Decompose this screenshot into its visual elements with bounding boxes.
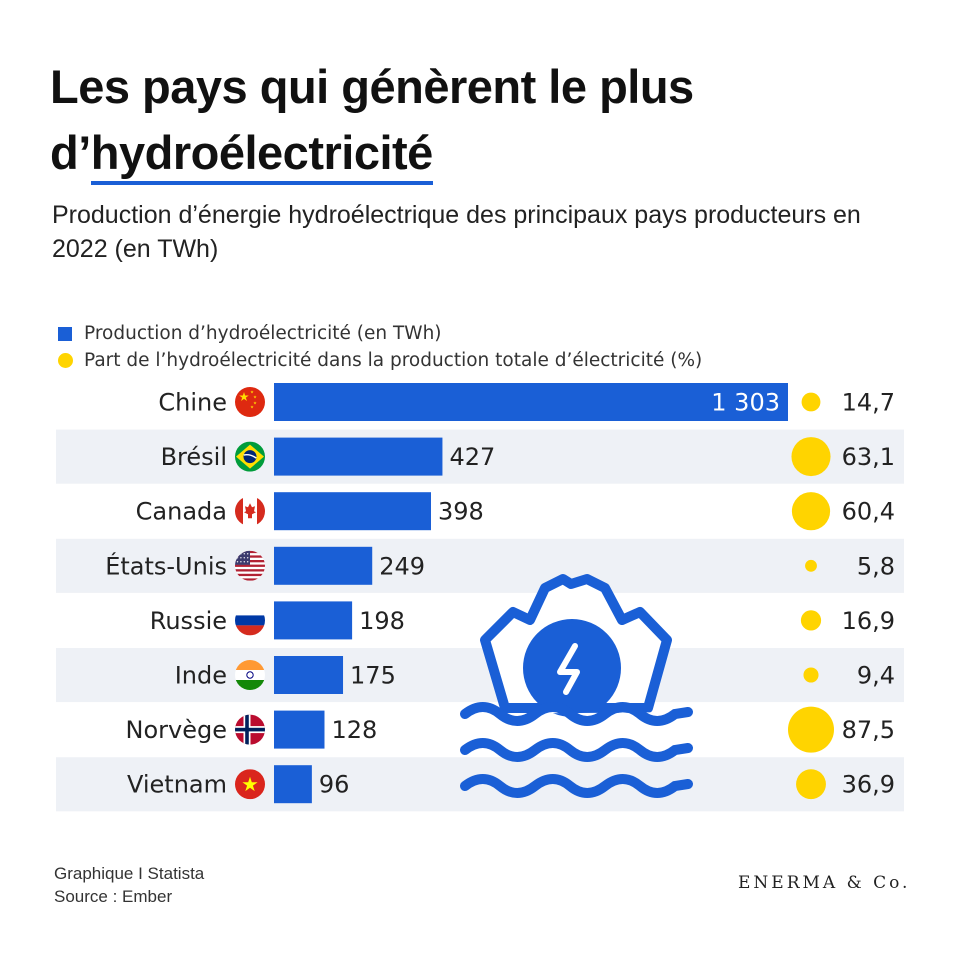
- share-dot: [805, 559, 817, 572]
- share-value-label: 60,4: [842, 498, 895, 526]
- flag-vietnam-icon: [235, 769, 265, 800]
- bar: [274, 765, 312, 804]
- flag-norway-icon: [235, 714, 265, 745]
- chart-row: Norvège 128 87,5: [126, 706, 895, 753]
- chart-row: Brésil 427 63,1: [161, 437, 895, 477]
- row-band: [56, 429, 904, 484]
- footer-source: Source : Ember: [54, 887, 173, 906]
- share-dot: [796, 769, 826, 800]
- chart-row: Canada 398 60,4: [136, 492, 895, 531]
- chart-row: Chine 1 303 14,7: [158, 383, 895, 421]
- flag-china-icon: [235, 387, 265, 417]
- hydro-turbine-icon: [460, 574, 693, 798]
- share-dot: [800, 610, 822, 631]
- chart-row: Inde 175 9,4: [175, 656, 895, 694]
- footer-credit: Graphique I Statista: [54, 864, 205, 883]
- row-band: [56, 648, 904, 703]
- bar-value-label: 128: [331, 716, 377, 744]
- brand-logo: ENERMA & Co.: [738, 873, 911, 893]
- category-label: Vietnam: [127, 771, 227, 799]
- category-label: Russie: [150, 607, 227, 635]
- share-value-label: 14,7: [842, 389, 895, 417]
- subtitle: Production d’énergie hydroélectrique des…: [52, 201, 861, 263]
- title-line-1: Les pays qui génèrent le plus: [50, 60, 694, 113]
- legend: Production d’hydroélectricité (en TWh) P…: [58, 320, 702, 374]
- bar-value-label: 249: [379, 552, 425, 580]
- bar-value-label: 96: [319, 771, 350, 799]
- flag-usa-icon: [235, 550, 265, 581]
- bar-value-label: 175: [350, 662, 396, 690]
- share-dot: [803, 667, 819, 683]
- bar-value-label: 427: [449, 443, 495, 471]
- row-bands: [56, 429, 904, 812]
- category-label: Canada: [136, 498, 227, 526]
- share-dot: [788, 706, 834, 753]
- flag-brazil-icon: [235, 441, 265, 472]
- category-label: États-Unis: [105, 551, 227, 580]
- category-label: Brésil: [161, 443, 227, 471]
- chart-row: Vietnam 96 36,9: [127, 765, 895, 804]
- title-highlight: hydroélectricité: [90, 125, 433, 185]
- category-label: Chine: [158, 389, 227, 417]
- category-label: Inde: [175, 662, 227, 690]
- flag-india-icon: [235, 660, 265, 690]
- share-value-label: 5,8: [857, 552, 895, 580]
- bar: [274, 710, 325, 749]
- share-dot: [801, 392, 821, 412]
- category-label: Norvège: [126, 716, 227, 744]
- legend-square-icon: [58, 326, 72, 341]
- share-value-label: 16,9: [842, 607, 895, 635]
- legend-dot-icon: [58, 353, 73, 368]
- chart-row: États-Unis 249 5,8: [105, 546, 895, 585]
- bar: [274, 601, 353, 640]
- share-dot: [791, 492, 831, 531]
- bar-value-label: 1 303: [711, 389, 780, 417]
- legend-label-dots: Part de l’hydroélectricité dans la produ…: [84, 350, 703, 371]
- footer: Graphique I Statista Source : Ember: [54, 862, 204, 908]
- legend-item-dots: Part de l’hydroélectricité dans la produ…: [58, 347, 702, 374]
- share-value-label: 87,5: [842, 716, 895, 744]
- title-line-2: d’hydroélectricité: [50, 120, 433, 186]
- bar: [274, 546, 373, 585]
- bar: [274, 656, 344, 694]
- legend-label-bars: Production d’hydroélectricité (en TWh): [84, 323, 442, 344]
- flag-canada-icon: [235, 496, 265, 527]
- bar: [274, 383, 788, 421]
- share-value-label: 9,4: [857, 662, 895, 690]
- bar: [274, 437, 443, 476]
- share-value-label: 36,9: [842, 771, 895, 799]
- page-title: Les pays qui génèrent le plus d’hydroéle…: [50, 54, 930, 186]
- legend-item-bars: Production d’hydroélectricité (en TWh): [58, 320, 702, 347]
- chart-row: Russie 198 16,9: [150, 601, 895, 640]
- share-dot: [791, 437, 831, 477]
- bar-value-label: 398: [438, 498, 484, 526]
- bar-value-label: 198: [359, 607, 405, 635]
- chart-rows: Chine 1 303 14,7 Brésil 427 63,1 Canada 398 60,4…: [105, 383, 895, 804]
- row-band: [56, 538, 904, 593]
- bar: [274, 492, 432, 531]
- title-prefix: d’: [50, 126, 91, 179]
- share-value-label: 63,1: [842, 443, 895, 471]
- flag-russia-icon: [235, 605, 265, 636]
